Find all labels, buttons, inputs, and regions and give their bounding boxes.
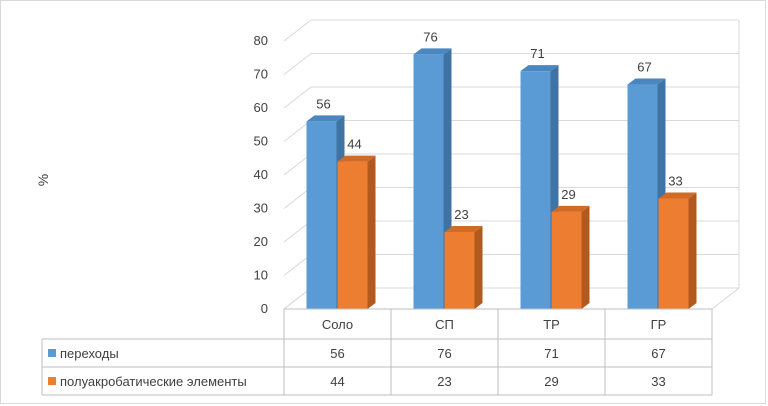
bar-perehody [520,65,559,310]
table-cell-value: 29 [544,374,558,389]
bar-poluakrobatika-front [337,161,368,309]
gridline [283,86,739,109]
y-tick-label: 0 [261,301,268,316]
legend-swatch [48,349,56,357]
data-label: 23 [454,207,468,222]
data-label: 33 [668,173,682,188]
bar-poluakrobatika [658,192,697,309]
y-tick-label: 40 [254,167,268,182]
data-label: 71 [530,46,544,61]
bar-perehody-front [627,84,658,309]
gridline [283,19,739,42]
bar-poluakrobatika-side [367,155,376,309]
legend-series-name: полуакробатические элементы [60,374,247,389]
bar-perehody-front [520,71,551,310]
bar-poluakrobatika-side [688,192,697,309]
bar-poluakrobatika [551,205,590,309]
table-cell-value: 71 [544,346,558,361]
x-tick-label: СП [435,317,454,332]
y-tick-label: 30 [254,201,268,216]
data-label: 76 [423,29,437,44]
bar-poluakrobatika-front [658,198,689,309]
data-label: 56 [316,96,330,111]
bar-poluakrobatika [337,155,376,309]
table-cell-value: 67 [651,346,665,361]
bar-poluakrobatika-front [444,231,475,309]
bar-perehody-top [306,115,345,122]
table-cell-value: 44 [330,374,344,389]
bar-perehody-top [413,48,452,55]
chart-back-edge [711,20,740,310]
bar-perehody-top [627,78,666,85]
bar-poluakrobatika-front [551,211,582,309]
bar-poluakrobatika [444,225,483,309]
data-label: 67 [637,60,651,75]
bar-perehody-top [520,65,559,72]
bar-perehody-front [413,54,444,310]
data-label: 44 [347,137,361,152]
table-cell-value: 33 [651,374,665,389]
y-tick-label: 50 [254,134,268,149]
bar-poluakrobatika-top [337,155,376,162]
bar-poluakrobatika-top [444,225,483,232]
bar-perehody-front [306,121,337,310]
bar-poluakrobatika-top [658,192,697,199]
y-tick-label: 10 [254,268,268,283]
bar-poluakrobatika-side [474,225,483,309]
x-tick-label: ТР [543,317,560,332]
gridline [283,53,739,75]
table-cell-value: 56 [330,346,344,361]
table-cell-value: 23 [437,374,451,389]
bar-poluakrobatika-top [551,205,590,212]
data-label: 29 [561,187,575,202]
table-cell-value: 76 [437,346,451,361]
y-tick-label: 20 [254,234,268,249]
y-tick-label: 60 [254,100,268,115]
legend-series-name: переходы [60,346,119,361]
y-axis-title: % [35,174,51,186]
x-tick-label: Соло [322,317,353,332]
y-tick-label: 70 [254,67,268,82]
x-tick-label: ГР [651,317,667,332]
y-tick-label: 80 [254,33,268,48]
legend-swatch [48,377,56,385]
bar-poluakrobatika-side [581,205,590,309]
